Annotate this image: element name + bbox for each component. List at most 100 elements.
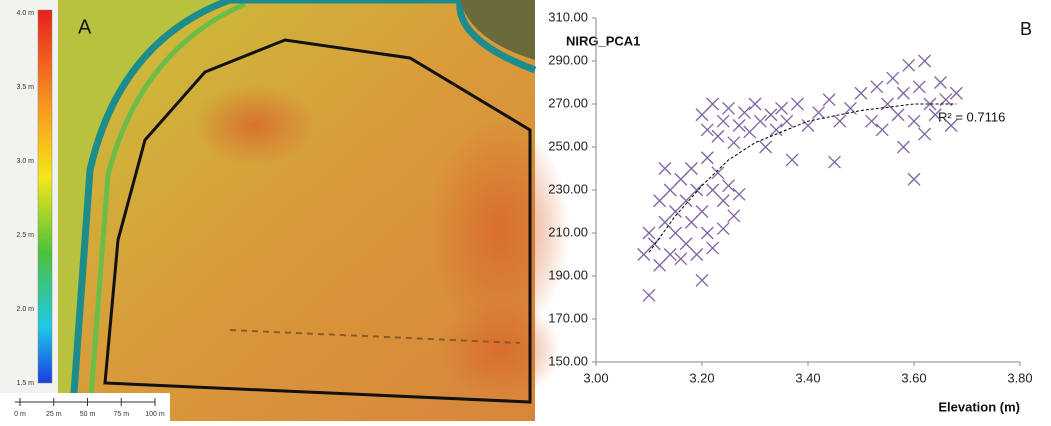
point [643, 227, 655, 239]
point [855, 87, 867, 99]
scale-label: 75 m [113, 411, 129, 418]
point [696, 109, 708, 121]
point [707, 184, 719, 196]
point [823, 94, 835, 106]
point [786, 154, 798, 166]
point [749, 98, 761, 110]
point [765, 109, 777, 121]
point [691, 249, 703, 261]
colorbar-label: 3.5 m [16, 84, 34, 91]
y-tick-label: 150.00 [548, 353, 588, 368]
point [670, 227, 682, 239]
point [733, 188, 745, 200]
point [791, 98, 803, 110]
point [897, 87, 909, 99]
scale-label: 25 m [46, 411, 62, 418]
scatter-panel: B NIRG_PCA1 Elevation (m) R² = 0.7116 15… [548, 9, 1032, 414]
point [717, 115, 729, 127]
point [675, 253, 687, 265]
point [723, 102, 735, 114]
point [919, 55, 931, 67]
colorbar-label: 2.0 m [16, 306, 34, 313]
point [738, 107, 750, 119]
point [680, 238, 692, 250]
figure: 4.0 m 3.5 m 3.0 m 2.5 m 2.0 m 1.5 m 0 m 25 m 50… [0, 0, 1051, 421]
point [717, 223, 729, 235]
point [919, 128, 931, 140]
y-tick-label: 250.00 [548, 138, 588, 153]
point [744, 126, 756, 138]
point [913, 81, 925, 93]
point [701, 152, 713, 164]
point [696, 274, 708, 286]
point [654, 195, 666, 207]
point [654, 259, 666, 271]
point [903, 59, 915, 71]
point [675, 173, 687, 185]
y-tick-label: 270.00 [548, 95, 588, 110]
point [908, 173, 920, 185]
point [760, 141, 772, 153]
point [723, 180, 735, 192]
colorbar-label: 1.5 m [16, 380, 34, 387]
trendline [649, 104, 956, 252]
point [659, 163, 671, 175]
x-axis-label: Elevation (m) [938, 399, 1020, 414]
point [712, 130, 724, 142]
colorbar-label: 4.0 m [16, 10, 34, 17]
point [707, 242, 719, 254]
point [871, 81, 883, 93]
point [691, 184, 703, 196]
point [680, 195, 692, 207]
y-tick-label: 210.00 [548, 224, 588, 239]
point [638, 249, 650, 261]
y-axis-label: NIRG_PCA1 [566, 33, 640, 48]
point [733, 120, 745, 132]
y-tick-label: 230.00 [548, 181, 588, 196]
x-tick-label: 3.00 [583, 370, 608, 385]
point [701, 227, 713, 239]
colorbar-label: 3.0 m [16, 158, 34, 165]
scale-label: 50 m [80, 411, 96, 418]
point [643, 289, 655, 301]
panel-label: A [78, 16, 92, 38]
colorbar [38, 10, 52, 383]
point [664, 249, 676, 261]
point [664, 184, 676, 196]
point [829, 156, 841, 168]
point [781, 115, 793, 127]
y-tick-label: 170.00 [548, 310, 588, 325]
point [696, 206, 708, 218]
point [728, 137, 740, 149]
y-tick-label: 290.00 [548, 52, 588, 67]
point [844, 102, 856, 114]
point [866, 115, 878, 127]
point [717, 195, 729, 207]
point [876, 124, 888, 136]
point [707, 98, 719, 110]
point [754, 115, 766, 127]
point [834, 115, 846, 127]
point [659, 216, 671, 228]
y-tick-label: 190.00 [548, 267, 588, 282]
colorbar-label: 2.5 m [16, 232, 34, 239]
x-tick-label: 3.20 [689, 370, 714, 385]
x-tick-label: 3.60 [901, 370, 926, 385]
scale-label: 0 m [14, 411, 26, 418]
point [813, 107, 825, 119]
point [892, 109, 904, 121]
point [685, 216, 697, 228]
scale-label: 100 m [145, 411, 165, 418]
point [685, 163, 697, 175]
map-panel: 4.0 m 3.5 m 3.0 m 2.5 m 2.0 m 1.5 m 0 m 25 m 50… [0, 0, 570, 421]
panel-label: B [1020, 19, 1032, 39]
point [950, 87, 962, 99]
map-high-area [195, 85, 315, 165]
point [908, 115, 920, 127]
point [701, 124, 713, 136]
point [897, 141, 909, 153]
point [776, 102, 788, 114]
point [887, 72, 899, 84]
point [728, 210, 740, 222]
x-tick-label: 3.40 [795, 370, 820, 385]
